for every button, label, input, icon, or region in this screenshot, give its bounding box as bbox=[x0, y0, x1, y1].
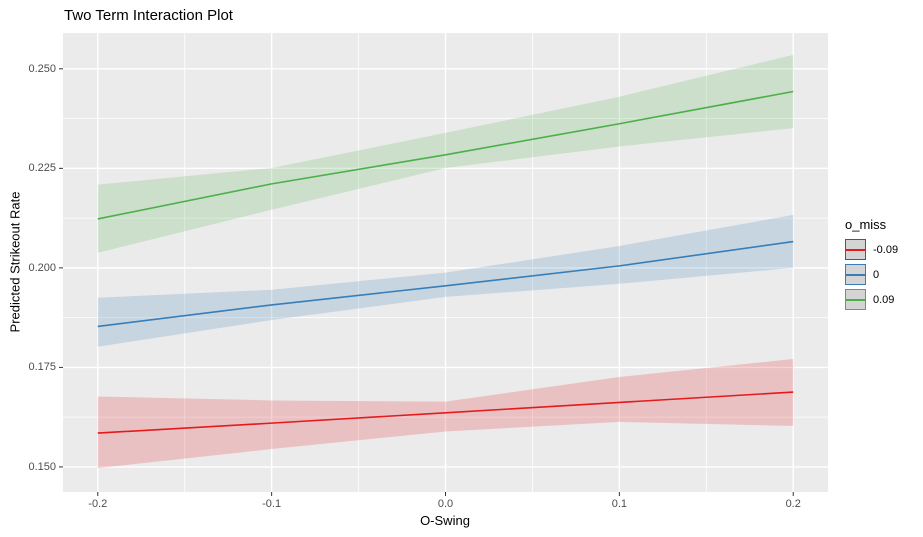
fit-line-0 bbox=[97, 240, 794, 328]
x-tick-label: 0.2 bbox=[785, 498, 801, 510]
y-tick-label: 0.150 bbox=[28, 460, 56, 473]
legend-entry-label: -0.09 bbox=[873, 243, 899, 256]
legend-entry-label: 0 bbox=[873, 268, 880, 281]
legend-key-swatch bbox=[845, 239, 866, 260]
x-tick-label: 0.0 bbox=[437, 498, 454, 510]
y-tick-label: 0.175 bbox=[28, 361, 56, 374]
x-tick-label: -0.2 bbox=[88, 498, 108, 510]
legend-key-line bbox=[846, 298, 865, 301]
legend-key-swatch bbox=[845, 289, 866, 310]
legend-key-line bbox=[846, 273, 865, 276]
y-tick-label: 0.225 bbox=[28, 162, 56, 175]
legend-entry-label: 0.09 bbox=[873, 293, 895, 306]
fit-line-0.09 bbox=[97, 90, 794, 220]
plot-title: Two Term Interaction Plot bbox=[64, 7, 233, 24]
legend-title: o_miss bbox=[845, 217, 887, 232]
legend-entry-0.09: 0.09 bbox=[845, 289, 898, 310]
x-tick-label: 0.1 bbox=[611, 498, 627, 510]
legend-entry-0: 0 bbox=[845, 264, 898, 285]
fit-line--0.09 bbox=[97, 391, 794, 434]
ci-ribbon-0.09 bbox=[97, 54, 794, 253]
ci-ribbon-0 bbox=[97, 214, 794, 347]
legend-key-line bbox=[846, 248, 865, 251]
y-axis-title: Predicted Strikeout Rate bbox=[7, 191, 23, 333]
y-tick-label: 0.250 bbox=[28, 62, 56, 75]
legend: o_miss -0.09 0 0.09 bbox=[845, 217, 898, 314]
legend-entries: -0.09 0 0.09 bbox=[845, 239, 898, 310]
legend-key-swatch bbox=[845, 264, 866, 285]
y-tick-label: 0.200 bbox=[28, 261, 56, 274]
legend-entry--0.09: -0.09 bbox=[845, 239, 898, 260]
x-tick-label: -0.1 bbox=[262, 498, 282, 510]
x-axis-title: O-Swing bbox=[420, 513, 470, 528]
